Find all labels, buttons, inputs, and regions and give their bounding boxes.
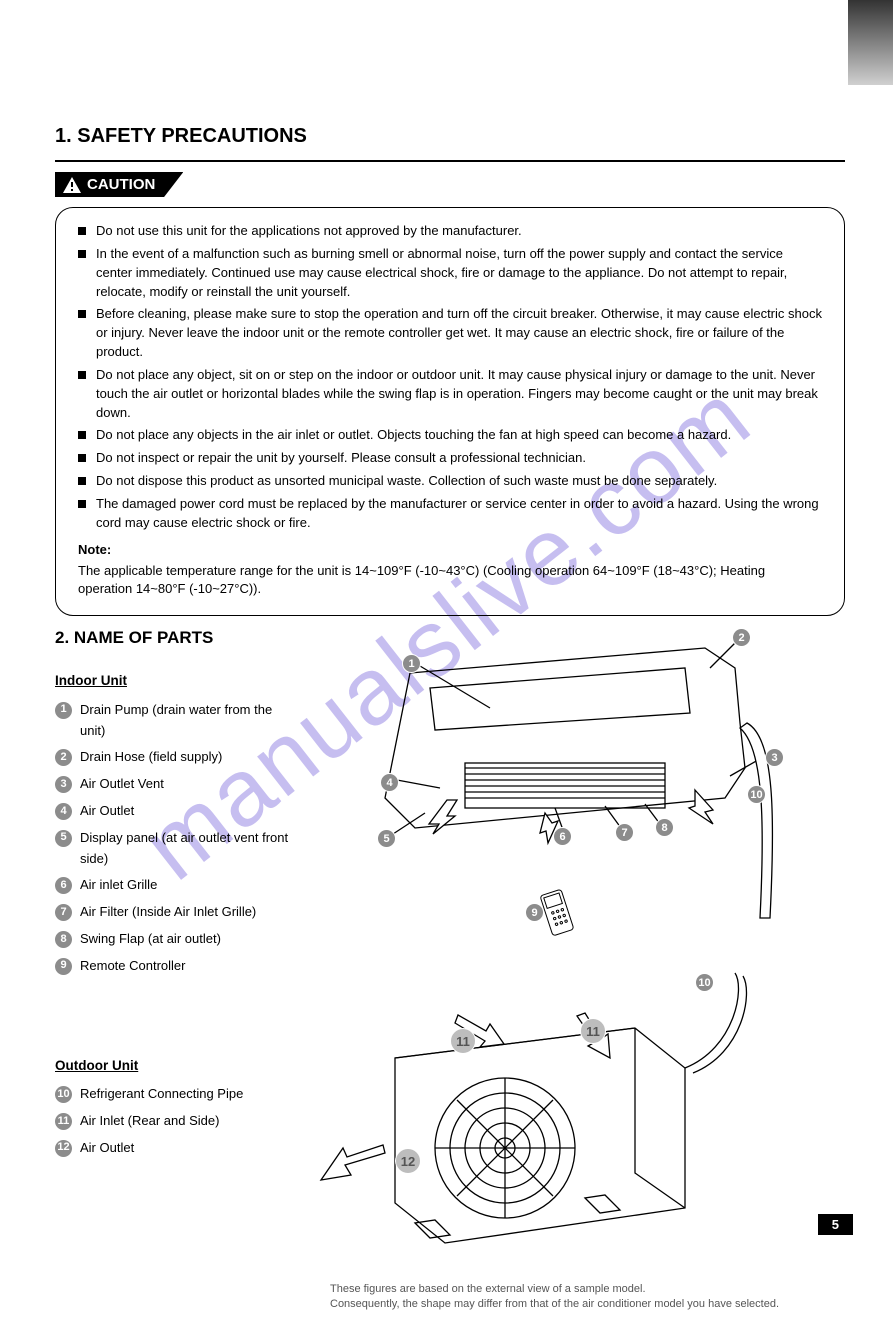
- part-row: 9 Remote Controller: [55, 956, 290, 977]
- bullet-square-icon: [78, 500, 86, 508]
- part-number-icon: 11: [55, 1113, 72, 1130]
- bullet-text: Do not place any object, sit on or step …: [96, 366, 822, 423]
- diagram-area: 1234567891010111112: [315, 618, 845, 1318]
- part-label: Swing Flap (at air outlet): [80, 929, 290, 950]
- part-number-icon: 5: [55, 830, 72, 847]
- part-label: Air inlet Grille: [80, 875, 290, 896]
- diagram-callout: 11: [580, 1018, 606, 1044]
- bullet-square-icon: [78, 431, 86, 439]
- note-label: Note:: [78, 541, 822, 560]
- caution-label: CAUTION: [87, 176, 155, 193]
- part-label: Display panel (at air outlet vent front …: [80, 828, 290, 870]
- part-number-icon: 4: [55, 803, 72, 820]
- part-row: 10 Refrigerant Connecting Pipe: [55, 1084, 290, 1105]
- part-row: 1 Drain Pump (drain water from the unit): [55, 700, 290, 742]
- caution-box: Do not use this unit for the application…: [55, 207, 845, 616]
- part-number-icon: 10: [55, 1086, 72, 1103]
- caution-bullet: Do not dispose this product as unsorted …: [78, 472, 822, 491]
- bullet-square-icon: [78, 477, 86, 485]
- part-number-icon: 9: [55, 958, 72, 975]
- bullet-text: Do not inspect or repair the unit by you…: [96, 449, 822, 468]
- part-row: 5 Display panel (at air outlet vent front…: [55, 828, 290, 870]
- part-label: Air Outlet Vent: [80, 774, 290, 795]
- bullet-text: Before cleaning, please make sure to sto…: [96, 305, 822, 362]
- section-title: 1. SAFETY PRECAUTIONS: [55, 125, 845, 148]
- part-number-icon: 7: [55, 904, 72, 921]
- bullet-square-icon: [78, 250, 86, 258]
- part-number-icon: 6: [55, 877, 72, 894]
- part-label: Air Outlet: [80, 801, 290, 822]
- bullet-text: Do not dispose this product as unsorted …: [96, 472, 822, 491]
- part-number-icon: 8: [55, 931, 72, 948]
- bullet-square-icon: [78, 454, 86, 462]
- bullet-text: In the event of a malfunction such as bu…: [96, 245, 822, 302]
- page-number: 5: [818, 1214, 853, 1235]
- warning-icon: [63, 177, 81, 193]
- caution-bullet: Do not place any objects in the air inle…: [78, 426, 822, 445]
- outdoor-header: Outdoor Unit: [55, 1055, 290, 1077]
- part-number-icon: 1: [55, 702, 72, 719]
- part-label: Refrigerant Connecting Pipe: [80, 1084, 290, 1105]
- diagram-svg: [315, 618, 845, 1318]
- part-label: Remote Controller: [80, 956, 290, 977]
- part-row: 8 Swing Flap (at air outlet): [55, 929, 290, 950]
- part-row: 7 Air Filter (Inside Air Inlet Grille): [55, 902, 290, 923]
- part-number-icon: 3: [55, 776, 72, 793]
- figure-note-1: These figures are based on the external …: [330, 1283, 800, 1295]
- figure-note-2: Consequently, the shape may differ from …: [330, 1298, 800, 1310]
- part-row: 12 Air Outlet: [55, 1138, 290, 1159]
- part-label: Drain Hose (field supply): [80, 747, 290, 768]
- diagram-callout: 12: [395, 1148, 421, 1174]
- part-number-icon: 2: [55, 749, 72, 766]
- indoor-header: Indoor Unit: [55, 670, 290, 692]
- bullet-text: The damaged power cord must be replaced …: [96, 495, 822, 533]
- bullet-square-icon: [78, 371, 86, 379]
- part-label: Air Outlet: [80, 1138, 290, 1159]
- bullet-square-icon: [78, 310, 86, 318]
- part-row: 3 Air Outlet Vent: [55, 774, 290, 795]
- rule: [55, 160, 845, 162]
- language-tab: [848, 0, 893, 85]
- caution-bullet: Do not place any object, sit on or step …: [78, 366, 822, 423]
- part-number-icon: 12: [55, 1140, 72, 1157]
- part-row: 4 Air Outlet: [55, 801, 290, 822]
- bullet-square-icon: [78, 227, 86, 235]
- bullet-text: Do not place any objects in the air inle…: [96, 426, 822, 445]
- caution-bar: CAUTION: [55, 172, 183, 197]
- part-row: 11 Air Inlet (Rear and Side): [55, 1111, 290, 1132]
- caution-bullet: In the event of a malfunction such as bu…: [78, 245, 822, 302]
- part-row: 6 Air inlet Grille: [55, 875, 290, 896]
- caution-bullet: Do not inspect or repair the unit by you…: [78, 449, 822, 468]
- caution-bullet: The damaged power cord must be replaced …: [78, 495, 822, 533]
- caution-bullet: Before cleaning, please make sure to sto…: [78, 305, 822, 362]
- caution-bullet: Do not use this unit for the application…: [78, 222, 822, 241]
- part-row: 2 Drain Hose (field supply): [55, 747, 290, 768]
- note-text: The applicable temperature range for the…: [78, 562, 822, 600]
- part-label: Air Filter (Inside Air Inlet Grille): [80, 902, 290, 923]
- part-label: Air Inlet (Rear and Side): [80, 1111, 290, 1132]
- diagram-callout: 11: [450, 1028, 476, 1054]
- part-label: Drain Pump (drain water from the unit): [80, 700, 290, 742]
- bullet-text: Do not use this unit for the application…: [96, 222, 822, 241]
